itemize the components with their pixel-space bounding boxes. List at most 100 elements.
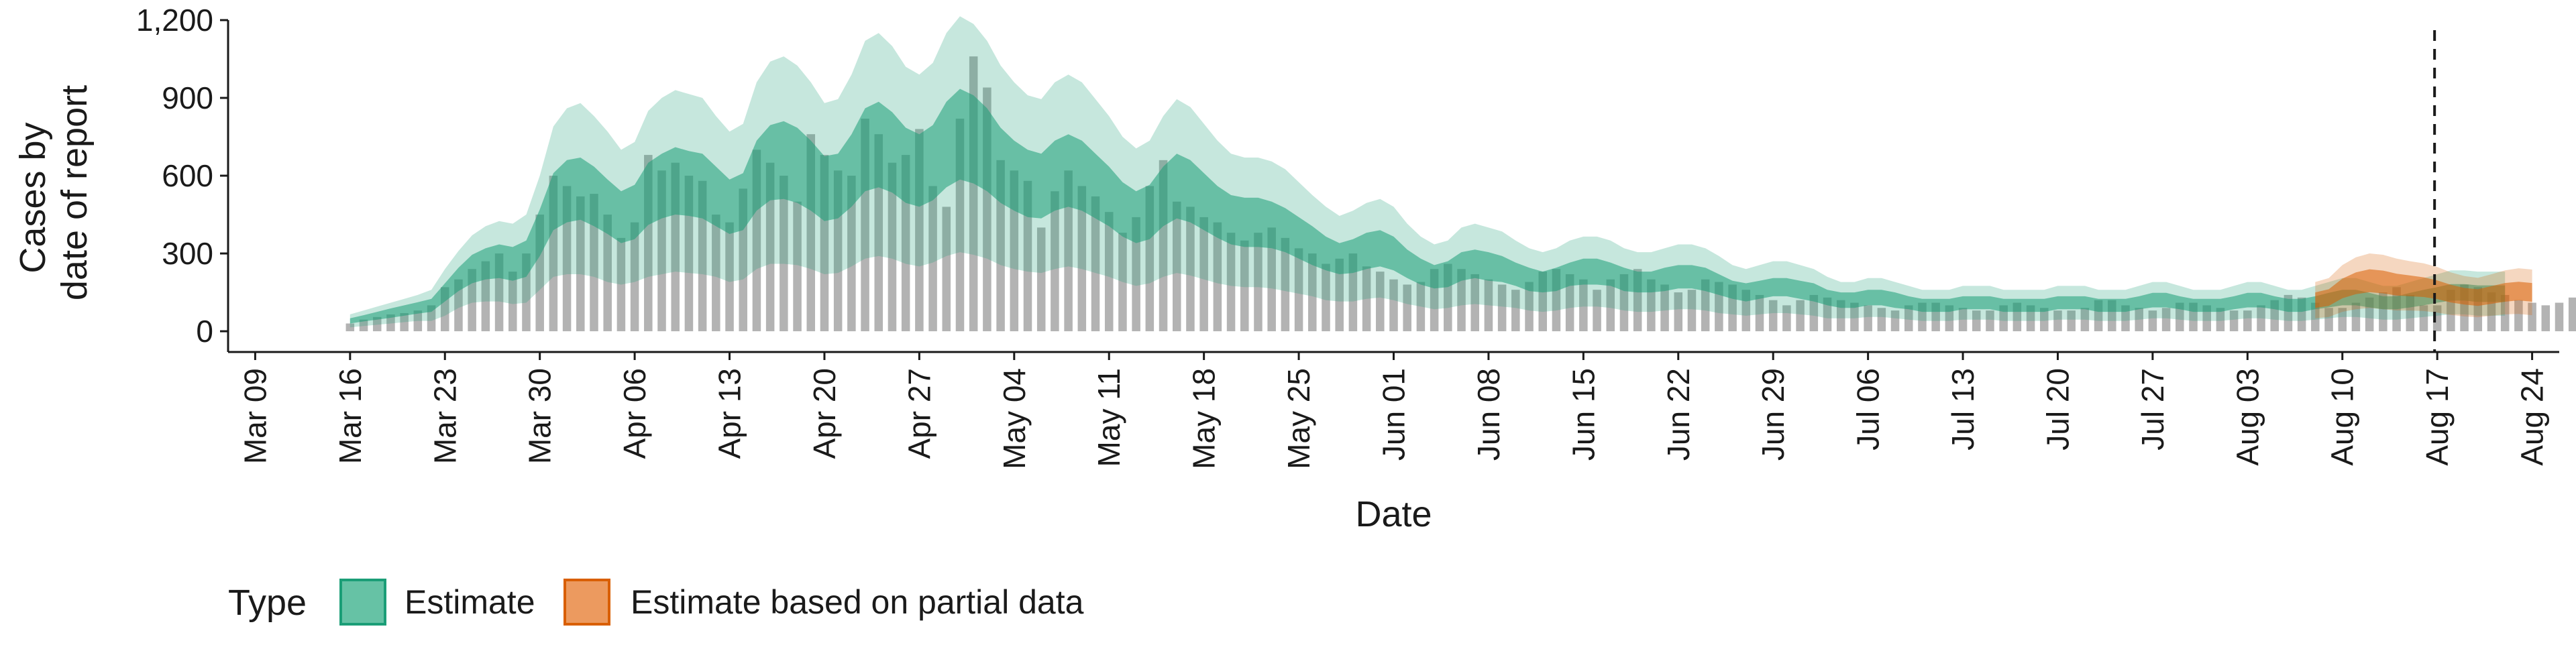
x-tick-label: May 11 [1091,368,1126,467]
bar [1186,207,1195,332]
bar [1240,240,1249,332]
x-tick-label: Apr 27 [902,368,936,459]
bar [1064,170,1073,332]
y-tick-label: 900 [162,80,213,115]
bar [1701,279,1710,332]
bar [413,310,423,332]
estimate-outer-band [350,16,2506,328]
bar [2040,308,2049,332]
bar [1226,233,1236,332]
bar [1511,290,1520,332]
bar [1132,217,1140,332]
bar [1755,294,1764,332]
y-axis-title: Cases by date of report [13,85,95,300]
x-tick-label: May 25 [1281,368,1316,469]
x-tick-label: Apr 13 [712,368,747,459]
estimate-bands-layer [350,16,2506,328]
bar [2541,305,2551,332]
bar [1850,302,1859,332]
bar [1782,305,1791,332]
bar [1051,191,1059,332]
bar [468,269,476,332]
bar [2500,294,2510,332]
x-ticks: Mar 09 Mar 16 Mar 23 Mar 30 Apr 06 Apr 13 Apr … [237,352,2550,469]
bar [1687,290,1697,332]
bar [2053,310,2062,332]
bar [1308,253,1317,332]
bar [1864,305,1872,332]
bar [1593,290,1601,332]
x-tick-label: Jun 29 [1756,368,1790,461]
x-tick-label: May 04 [997,368,1032,469]
bar [1470,274,1479,332]
bar [1565,274,1574,332]
bar [1322,263,1330,332]
bar [1525,282,1534,332]
x-tick-label: Jul 27 [2135,368,2170,451]
bar [1267,227,1276,332]
partial-bands-layer [2315,253,2532,318]
bar [1986,310,1994,332]
bar [2514,300,2523,332]
bar [1376,272,1385,332]
bar [1335,258,1344,332]
bar [345,323,355,332]
bar [2243,310,2252,332]
bar [2555,302,2564,332]
bar [1890,310,1900,332]
y-tick-label: 300 [162,236,213,271]
bar [712,215,720,332]
bar [1809,294,1819,332]
bar [2161,308,2171,332]
bar [1213,222,1222,332]
x-tick-label: Mar 30 [523,368,557,464]
legend-swatch-partial [564,579,610,626]
legend: Type Estimate Estimate based on partial … [228,579,1084,626]
bar [630,222,639,332]
x-tick-label: Apr 06 [617,368,652,459]
x-tick-label: Mar 09 [237,368,272,464]
bar [1077,186,1087,332]
bar [1118,233,1127,332]
bar [372,316,382,332]
bar [1674,292,1683,332]
bar [1362,266,1371,332]
bar [1958,308,1968,332]
bar [1457,269,1466,332]
bar [2229,310,2239,332]
bar [793,201,802,332]
y-tick-label: 600 [162,158,213,193]
x-tick-label: Aug 24 [2515,368,2550,466]
x-tick-label: Mar 23 [427,368,462,464]
bar [2324,308,2333,332]
x-tick-label: Jul 20 [2040,368,2075,451]
bar [400,312,409,332]
bar [2257,305,2265,332]
bar [2528,302,2536,332]
bar [1796,300,1805,332]
x-tick-label: Jun 08 [1471,368,1506,461]
bar [1172,201,1181,332]
bar [780,176,788,332]
bar [1660,284,1669,332]
x-tick-label: Apr 20 [807,368,842,459]
bar [1199,217,1208,332]
bar [603,215,612,332]
bar [1972,310,1981,332]
y-axis-title-line-1: Cases by [13,122,53,273]
bar [1403,284,1411,332]
bar [928,186,937,332]
y-axis-title-line-2: date of report [54,85,95,300]
legend-label-partial: Estimate based on partial data [631,583,1084,621]
legend-title: Type [228,583,307,623]
x-tick-label: Jul 13 [1945,368,1980,451]
x-tick-label: Jul 06 [1851,368,1886,451]
bar [725,222,734,332]
bar [1579,279,1588,332]
bar [2311,302,2320,332]
bar [576,196,585,332]
x-tick-label: Aug 03 [2230,368,2265,466]
x-tick-label: Aug 10 [2325,368,2360,466]
